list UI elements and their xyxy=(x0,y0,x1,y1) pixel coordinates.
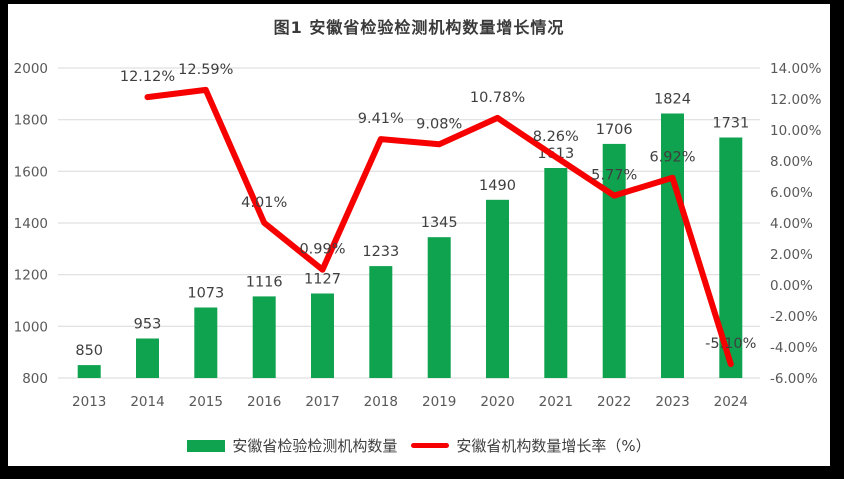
line-label-2020: 10.78% xyxy=(470,90,525,106)
right-axis-tick: 8.00% xyxy=(770,154,813,170)
bar-2018 xyxy=(369,266,393,378)
line-label-2019: 9.08% xyxy=(416,116,462,132)
bar-2020 xyxy=(486,199,509,379)
bar-label-2014: 953 xyxy=(134,317,162,333)
x-axis-label: 2023 xyxy=(655,394,689,410)
right-axis-tick: -2.00% xyxy=(770,309,818,325)
line-label-2016: 4.01% xyxy=(241,195,287,211)
left-axis-tick: 1000 xyxy=(14,319,48,335)
x-axis-label: 2014 xyxy=(130,394,164,410)
legend: 安徽省检验检测机构数量 安徽省机构数量增长率（%） xyxy=(8,435,830,456)
right-axis-tick: 0.00% xyxy=(770,278,813,294)
x-axis-label: 2021 xyxy=(539,394,573,410)
bar-2016 xyxy=(252,296,276,378)
growth-line xyxy=(144,86,734,368)
bar-2014 xyxy=(136,338,159,378)
bar-label-2018: 1233 xyxy=(362,244,399,260)
bar-label-2016: 1116 xyxy=(246,274,283,290)
right-axis-tick: 6.00% xyxy=(770,185,813,201)
bar-2019 xyxy=(427,237,451,378)
x-axis-label: 2022 xyxy=(597,394,631,410)
right-axis-tick: 14.00% xyxy=(770,61,822,77)
bar-label-2022: 1706 xyxy=(596,122,633,138)
right-axis-tick: 10.00% xyxy=(770,123,822,139)
bar-label-2024: 1731 xyxy=(712,116,749,132)
left-axis-tick: 2000 xyxy=(14,61,48,77)
line-label-2023: 6.92% xyxy=(649,150,695,166)
line-label-2022: 5.77% xyxy=(591,168,637,184)
bar-label-2023: 1824 xyxy=(654,92,691,108)
right-axis-tick: -4.00% xyxy=(770,340,818,356)
bar-label-2017: 1127 xyxy=(304,272,341,288)
x-axis-label: 2019 xyxy=(422,394,456,410)
right-axis-tick: 2.00% xyxy=(770,247,813,263)
bar-2015 xyxy=(194,307,218,378)
x-axis-label: 2015 xyxy=(189,394,223,410)
line-label-2015: 12.59% xyxy=(178,62,233,78)
bar-label-2013: 850 xyxy=(75,343,103,359)
right-axis-tick: 12.00% xyxy=(770,92,822,108)
left-axis-tick: 800 xyxy=(22,371,48,387)
bar-label-2020: 1490 xyxy=(479,178,516,194)
x-axis-label: 2017 xyxy=(305,394,339,410)
bar-label-2019: 1345 xyxy=(421,215,458,231)
line-label-2018: 9.41% xyxy=(358,111,404,127)
legend-line-label: 安徽省机构数量增长率（%） xyxy=(456,437,651,455)
left-axis-tick: 1400 xyxy=(14,216,48,232)
combo-chart: 800100012001400160018002000-6.00%-4.00%-… xyxy=(14,61,822,410)
right-axis-tick: -6.00% xyxy=(770,371,818,387)
line-label-2024: -5.10% xyxy=(705,336,756,352)
line-label-2021: 8.26% xyxy=(533,129,579,145)
x-axis-label: 2016 xyxy=(247,394,281,410)
x-axis-label: 2013 xyxy=(72,394,106,410)
line-label-2017: 0.99% xyxy=(299,242,345,258)
bar-2024 xyxy=(719,137,743,378)
x-axis-label: 2018 xyxy=(364,394,398,410)
line-label-2014: 12.12% xyxy=(120,69,175,85)
x-axis-label: 2020 xyxy=(480,394,514,410)
right-axis-tick: 4.00% xyxy=(770,216,813,232)
legend-bar-label: 安徽省检验检测机构数量 xyxy=(232,437,398,455)
bar-label-2015: 1073 xyxy=(187,286,224,302)
bar-2017 xyxy=(311,293,334,378)
bar-2022 xyxy=(602,143,626,378)
legend-bar-swatch-icon xyxy=(187,439,226,452)
chart-area: 图1 安徽省检验检测机构数量增长情况 800 1000 1200 1400 1600 18… xyxy=(8,4,830,466)
legend-line-swatch-icon xyxy=(411,443,450,448)
left-axis-tick: 1600 xyxy=(14,164,48,180)
bar-2021 xyxy=(544,168,568,378)
left-axis-tick: 1800 xyxy=(14,113,48,129)
bar-2013 xyxy=(77,365,101,378)
left-axis-tick: 1200 xyxy=(14,268,48,284)
chart-title: 图1 安徽省检验检测机构数量增长情况 xyxy=(273,18,565,37)
x-axis-label: 2024 xyxy=(714,394,748,410)
